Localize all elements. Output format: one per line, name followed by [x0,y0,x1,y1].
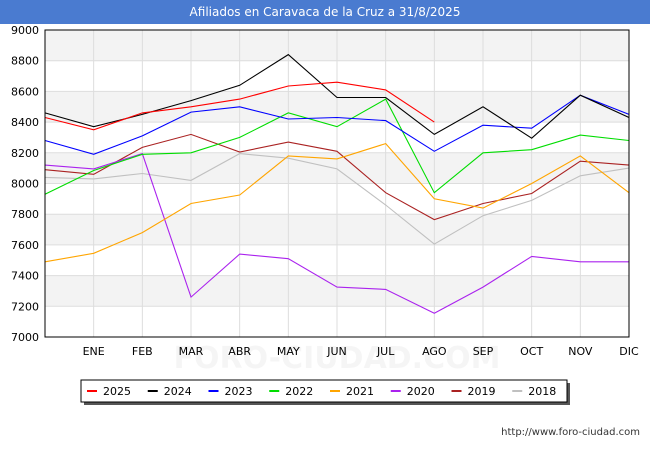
x-tick-label: DIC [619,345,639,358]
series-line-2020 [44,152,629,314]
x-tick-label: SEP [473,345,494,358]
y-tick-label: 8200 [11,147,39,160]
legend-label-2023: 2023 [225,385,253,398]
series-line-2019 [44,133,630,221]
y-tick-label: 7600 [11,239,39,252]
legend-label-2019: 2019 [468,385,496,398]
legend-box [80,379,568,403]
legend-label-2021: 2021 [346,385,374,398]
y-tick-label: 7200 [11,300,39,313]
x-tick-labels: ENE FEB MAR ABR MAY JUN JUL AGO SEP OCT NOV DIC [83,345,639,358]
legend-label-2022: 2022 [285,385,313,398]
legend-label-2020: 2020 [407,385,435,398]
series-line-2018 [44,153,630,245]
series-line-2021 [44,142,630,263]
x-tick-label: MAY [277,345,300,358]
y-tick-label: 8400 [11,116,39,129]
title-bar [0,0,650,24]
y-tick-label: 8800 [11,55,39,68]
series-line-2024 [44,53,630,139]
y-tick-label: 7400 [11,270,39,283]
x-tick-label: FEB [132,345,153,358]
source-url[interactable]: http://www.foro-ciudad.com [501,427,640,438]
x-tick-label: AGO [422,345,447,358]
y-tick-label: 8600 [11,85,39,98]
legend-label-2018: 2018 [528,385,556,398]
legend-label-2025: 2025 [103,385,131,398]
y-tick-label: 9000 [11,24,39,37]
series-lines [44,53,630,314]
series-line-2022 [44,98,630,195]
x-tick-label: ENE [83,345,105,358]
x-tick-label: OCT [520,345,543,358]
plot-border [44,29,630,338]
series-line-2025 [44,81,435,131]
y-tick-label: 8000 [11,178,39,191]
x-tick-label: NOV [568,345,593,358]
legend-label-2024: 2024 [164,385,192,398]
watermark: FORO-CIUDAD.COM [174,341,501,376]
x-tick-label: MAR [179,345,204,358]
x-tick-label: JUN [326,345,347,358]
x-tick-label: JUL [376,345,395,358]
y-tick-label: 7000 [11,331,39,344]
y-tick-labels: 7000 7200 7400 7600 7800 8000 8200 8400 8600 8800… [11,24,39,344]
x-tick-label: ABR [228,345,251,358]
series-line-2023 [44,94,630,155]
legend: 2025 2024 2023 2022 2021 2020 2019 2018 [80,379,570,405]
y-tick-label: 7800 [11,208,39,221]
chart-title: Afiliados en Caravaca de la Cruz a 31/8/… [189,5,461,19]
